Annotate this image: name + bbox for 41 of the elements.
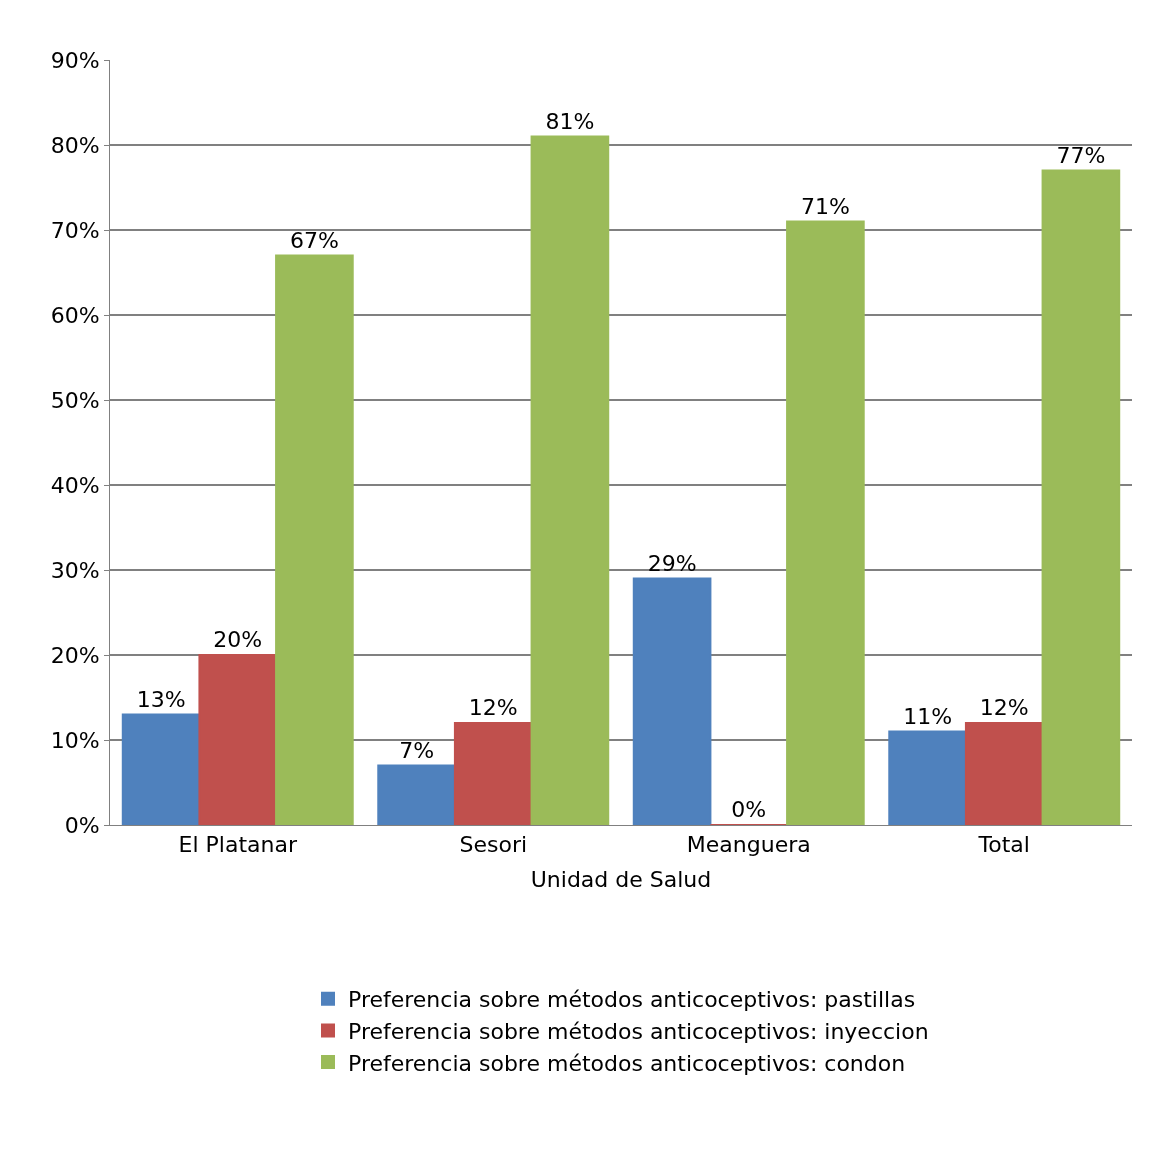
bar: [530, 135, 610, 825]
data-label: 29%: [647, 550, 697, 576]
bar: [964, 722, 1044, 825]
x-tick-label: El Platanar: [178, 832, 298, 858]
y-tick-label: 90%: [50, 47, 100, 73]
data-label: 12%: [979, 695, 1029, 720]
y-tick-label: 30%: [50, 557, 100, 583]
legend-label: Preferencia sobre métodos anticoceptivos: inyeccion: [348, 1018, 929, 1044]
bar: [377, 764, 456, 825]
legend-label: Preferencia sobre métodos anticoceptivos: condon: [348, 1050, 906, 1076]
bar: [275, 254, 354, 825]
data-label: 71%: [800, 193, 850, 219]
data-label: 67%: [289, 227, 339, 253]
x-tick-label: Total: [977, 832, 1030, 858]
bar: [786, 220, 865, 825]
bar: [888, 730, 967, 825]
x-tick-label: Sesori: [459, 832, 528, 858]
y-tick-label: 10%: [50, 727, 100, 753]
bar: [198, 654, 278, 825]
data-label: 20%: [213, 627, 263, 652]
y-tick-label: 40%: [50, 472, 100, 498]
y-tick-label: 0%: [64, 812, 100, 838]
data-label: 13%: [136, 686, 186, 712]
y-tick-label: 80%: [50, 132, 100, 158]
bar: [1041, 169, 1121, 825]
y-tick-label: 50%: [50, 387, 100, 413]
bar: [453, 722, 533, 825]
x-tick-label: Meanguera: [686, 832, 811, 858]
data-label: 77%: [1056, 142, 1106, 168]
data-label: 0%: [731, 797, 767, 822]
y-tick-label: 20%: [50, 642, 100, 668]
x-axis-title: Unidad de Salud: [530, 867, 712, 893]
y-tick-label: 60%: [50, 302, 100, 328]
bar: [632, 577, 712, 825]
data-label: 11%: [903, 703, 953, 729]
legend-label: Preferencia sobre métodos anticoceptivos: pastillas: [348, 987, 916, 1013]
y-tick-label: 70%: [50, 217, 100, 243]
data-label: 81%: [545, 108, 595, 134]
data-label: 7%: [399, 737, 435, 763]
bar: [121, 713, 201, 825]
data-label: 12%: [468, 695, 518, 720]
